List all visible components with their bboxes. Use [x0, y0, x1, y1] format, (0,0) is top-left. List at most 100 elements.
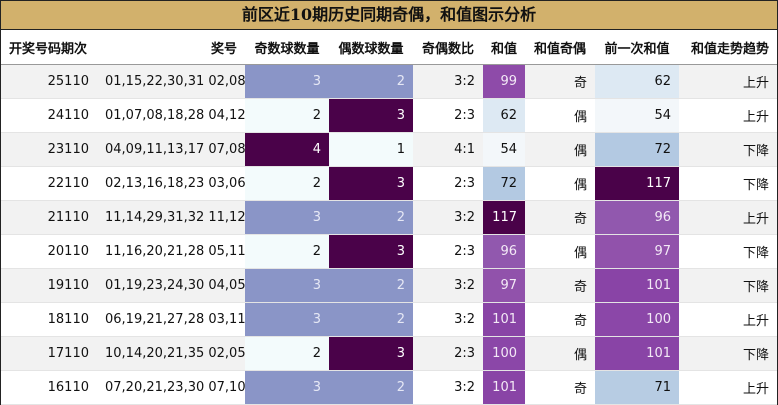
cell-period: 21110 — [1, 200, 97, 235]
cell-numbers: 11,14,29,31,32 11,12 — [97, 200, 245, 235]
cell-prev-sum: 62 — [595, 64, 679, 99]
cell-odd-count: 4 — [245, 132, 329, 167]
cell-odd-count: 2 — [245, 98, 329, 133]
cell-sum: 99 — [483, 64, 525, 99]
cell-trend: 下降 — [679, 268, 777, 303]
table-row: 18110 06,19,21,27,28 03,11 3 2 3:2 101 奇 100 上升 — [1, 302, 777, 337]
cell-ratio: 3:2 — [413, 302, 483, 337]
cell-numbers: 10,14,20,21,35 02,05 — [97, 336, 245, 371]
cell-ratio: 3:2 — [413, 268, 483, 303]
cell-trend: 下降 — [679, 234, 777, 269]
cell-numbers: 01,07,08,18,28 04,12 — [97, 98, 245, 133]
cell-sum-parity: 奇 — [525, 200, 595, 235]
cell-trend: 下降 — [679, 132, 777, 167]
header-numbers: 奖号 — [97, 30, 245, 65]
cell-prev-sum: 96 — [595, 200, 679, 235]
cell-ratio: 2:3 — [413, 98, 483, 133]
cell-sum: 117 — [483, 200, 525, 235]
header-ratio: 奇偶数比 — [413, 30, 483, 65]
cell-trend: 上升 — [679, 98, 777, 133]
cell-period: 16110 — [1, 370, 97, 405]
cell-numbers: 11,16,20,21,28 05,11 — [97, 234, 245, 269]
cell-sum-parity: 偶 — [525, 132, 595, 167]
header-even-count: 偶数球数量 — [329, 30, 413, 65]
header-trend: 和值走势趋势 — [679, 30, 777, 65]
table-row: 19110 01,19,23,24,30 04,05 3 2 3:2 97 奇 101 下降 — [1, 268, 777, 303]
cell-sum: 72 — [483, 166, 525, 201]
cell-numbers: 01,15,22,30,31 02,08 — [97, 64, 245, 99]
cell-period: 23110 — [1, 132, 97, 167]
cell-even-count: 3 — [329, 336, 413, 371]
cell-period: 18110 — [1, 302, 97, 337]
cell-sum-parity: 偶 — [525, 166, 595, 201]
cell-period: 24110 — [1, 98, 97, 133]
cell-odd-count: 3 — [245, 268, 329, 303]
table-row: 22110 02,13,16,18,23 03,06 2 3 2:3 72 偶 117 下降 — [1, 166, 777, 201]
cell-sum: 100 — [483, 336, 525, 371]
cell-ratio: 2:3 — [413, 166, 483, 201]
cell-period: 19110 — [1, 268, 97, 303]
cell-prev-sum: 100 — [595, 302, 679, 337]
cell-sum-parity: 奇 — [525, 370, 595, 405]
cell-prev-sum: 101 — [595, 336, 679, 371]
cell-sum: 96 — [483, 234, 525, 269]
cell-numbers: 04,09,11,13,17 07,08 — [97, 132, 245, 167]
cell-prev-sum: 97 — [595, 234, 679, 269]
cell-even-count: 2 — [329, 370, 413, 405]
cell-odd-count: 2 — [245, 336, 329, 371]
cell-even-count: 3 — [329, 234, 413, 269]
cell-prev-sum: 54 — [595, 98, 679, 133]
cell-numbers: 06,19,21,27,28 03,11 — [97, 302, 245, 337]
cell-sum: 101 — [483, 302, 525, 337]
cell-ratio: 2:3 — [413, 234, 483, 269]
cell-period: 25110 — [1, 64, 97, 99]
header-sum: 和值 — [483, 30, 525, 65]
cell-sum: 101 — [483, 370, 525, 405]
table-row: 21110 11,14,29,31,32 11,12 3 2 3:2 117 奇 96 上升 — [1, 200, 777, 235]
cell-odd-count: 2 — [245, 234, 329, 269]
cell-ratio: 3:2 — [413, 200, 483, 235]
cell-even-count: 3 — [329, 166, 413, 201]
header-prev-sum: 前一次和值 — [595, 30, 679, 65]
table-row: 25110 01,15,22,30,31 02,08 3 2 3:2 99 奇 62 上升 — [1, 64, 777, 99]
cell-trend: 下降 — [679, 336, 777, 371]
cell-sum-parity: 偶 — [525, 336, 595, 371]
cell-sum-parity: 偶 — [525, 234, 595, 269]
cell-ratio: 4:1 — [413, 132, 483, 167]
cell-trend: 上升 — [679, 200, 777, 235]
table-row: 17110 10,14,20,21,35 02,05 2 3 2:3 100 偶 101 下降 — [1, 336, 777, 371]
cell-numbers: 07,20,21,23,30 07,10 — [97, 370, 245, 405]
cell-sum: 97 — [483, 268, 525, 303]
analysis-table: 开奖号码期次 奖号 奇数球数量 偶数球数量 奇偶数比 和值 和值奇偶 前一次和值… — [1, 30, 777, 405]
table-row: 16110 07,20,21,23,30 07,10 3 2 3:2 101 奇 71 上升 — [1, 370, 777, 405]
header-sum-parity: 和值奇偶 — [525, 30, 595, 65]
cell-period: 20110 — [1, 234, 97, 269]
cell-even-count: 2 — [329, 200, 413, 235]
cell-odd-count: 3 — [245, 370, 329, 405]
table-body: 25110 01,15,22,30,31 02,08 3 2 3:2 99 奇 62 上升 241… — [1, 64, 777, 405]
cell-numbers: 01,19,23,24,30 04,05 — [97, 268, 245, 303]
cell-odd-count: 2 — [245, 166, 329, 201]
cell-trend: 下降 — [679, 166, 777, 201]
cell-ratio: 2:3 — [413, 336, 483, 371]
cell-trend: 上升 — [679, 370, 777, 405]
cell-trend: 上升 — [679, 302, 777, 337]
cell-prev-sum: 117 — [595, 166, 679, 201]
cell-numbers: 02,13,16,18,23 03,06 — [97, 166, 245, 201]
cell-sum-parity: 偶 — [525, 98, 595, 133]
cell-sum-parity: 奇 — [525, 302, 595, 337]
cell-prev-sum: 101 — [595, 268, 679, 303]
table-row: 23110 04,09,11,13,17 07,08 4 1 4:1 54 偶 72 下降 — [1, 132, 777, 167]
header-period: 开奖号码期次 — [1, 30, 97, 65]
cell-sum: 62 — [483, 98, 525, 133]
cell-prev-sum: 72 — [595, 132, 679, 167]
cell-odd-count: 3 — [245, 200, 329, 235]
cell-period: 17110 — [1, 336, 97, 371]
cell-sum: 54 — [483, 132, 525, 167]
cell-ratio: 3:2 — [413, 64, 483, 99]
cell-ratio: 3:2 — [413, 370, 483, 405]
cell-trend: 上升 — [679, 64, 777, 99]
cell-even-count: 2 — [329, 302, 413, 337]
page-title: 前区近10期历史同期奇偶，和值图示分析 — [1, 1, 777, 30]
